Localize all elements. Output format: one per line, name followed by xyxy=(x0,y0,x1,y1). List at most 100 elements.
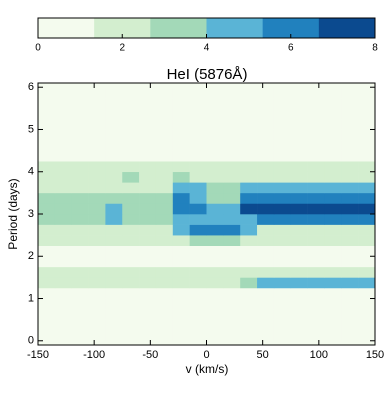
heatmap-cell xyxy=(223,97,241,109)
heatmap-cell xyxy=(54,277,72,289)
heatmap-cell xyxy=(189,161,207,173)
heatmap-cell xyxy=(206,108,224,120)
heatmap-cell xyxy=(290,319,308,331)
heatmap-cell xyxy=(139,277,157,289)
heatmap-cell xyxy=(341,192,359,204)
heatmap-cell xyxy=(341,150,359,162)
heatmap-cell xyxy=(307,140,325,151)
heatmap-cell xyxy=(105,287,123,299)
heatmap-cell xyxy=(172,235,190,246)
heatmap-cell xyxy=(273,129,292,141)
heatmap-cell xyxy=(341,140,359,151)
heatmap-cell xyxy=(122,150,140,162)
heatmap-cell xyxy=(155,150,174,162)
heatmap-cell xyxy=(155,87,174,99)
heatmap-cell xyxy=(105,150,123,162)
heatmap-cell xyxy=(223,277,241,289)
heatmap-cell xyxy=(341,87,359,99)
heatmap-cell xyxy=(341,171,359,183)
heatmap-cell xyxy=(290,161,308,173)
heatmap-cell xyxy=(122,214,140,225)
x-tick-label: -100 xyxy=(83,349,105,361)
heatmap-cell xyxy=(88,203,106,215)
heatmap-cell xyxy=(155,287,174,299)
heatmap-cell xyxy=(257,287,275,299)
heatmap-cell xyxy=(54,224,72,236)
heatmap-cell xyxy=(139,224,157,236)
heatmap-cell xyxy=(54,192,72,204)
heatmap-cell xyxy=(139,161,157,173)
heatmap-cell xyxy=(307,192,325,204)
heatmap-cell xyxy=(358,182,376,194)
heatmap-cell xyxy=(358,214,376,225)
heatmap-cell xyxy=(290,171,308,183)
heatmap-cell xyxy=(257,203,275,215)
heatmap-cell xyxy=(71,87,89,99)
heatmap-cell xyxy=(341,309,359,320)
heatmap-cell xyxy=(189,256,207,268)
heatmap-cell xyxy=(206,214,224,225)
heatmap-cell xyxy=(88,319,106,331)
heatmap-cell xyxy=(273,87,292,99)
heatmap-cell xyxy=(189,235,207,246)
heatmap-cell xyxy=(307,150,325,162)
heatmap-cell xyxy=(324,192,342,204)
heatmap-cell xyxy=(122,87,140,99)
heatmap-cell xyxy=(54,330,72,342)
heatmap-cell xyxy=(290,235,308,246)
heatmap-cell xyxy=(206,287,224,299)
heatmap-cell xyxy=(122,287,140,299)
heatmap-cell xyxy=(71,161,89,173)
heatmap-cell xyxy=(273,161,292,173)
heatmap-cell xyxy=(358,309,376,320)
heatmap-cell xyxy=(88,192,106,204)
x-tick-label: 50 xyxy=(257,349,269,361)
heatmap-cell xyxy=(88,87,106,99)
heatmap-cell xyxy=(54,171,72,183)
heatmap-cell xyxy=(71,150,89,162)
heatmap-cell xyxy=(324,129,342,141)
heatmap-cell xyxy=(358,235,376,246)
heatmap-cell xyxy=(257,256,275,268)
heatmap-cell xyxy=(189,277,207,289)
heatmap-cell xyxy=(341,97,359,109)
heatmap-cell xyxy=(341,277,359,289)
heatmap-cell xyxy=(358,287,376,299)
heatmap-cell xyxy=(122,108,140,120)
heatmap-cell xyxy=(240,224,258,236)
heatmap-cell xyxy=(189,108,207,120)
heatmap-cell xyxy=(88,277,106,289)
heatmap-cell xyxy=(290,192,308,204)
heatmap-cell xyxy=(122,319,140,331)
heatmap-cell xyxy=(290,182,308,194)
heatmap-cell xyxy=(341,118,359,130)
heatmap-cell xyxy=(223,129,241,141)
heatmap-cell xyxy=(122,171,140,183)
heatmap-cell xyxy=(71,287,89,299)
heatmap-cell xyxy=(273,118,292,130)
heatmap-cell xyxy=(71,129,89,141)
heatmap-cell xyxy=(71,118,89,130)
heatmap-cell xyxy=(341,214,359,225)
heatmap-cell xyxy=(189,140,207,151)
heatmap-cell xyxy=(155,171,174,183)
heatmap-cell xyxy=(155,203,174,215)
heatmap-cell xyxy=(223,266,241,278)
heatmap-cell xyxy=(358,161,376,173)
heatmap-cell xyxy=(273,266,292,278)
heatmap-cell xyxy=(257,277,275,289)
heatmap-cell xyxy=(54,235,72,246)
heatmap-cell xyxy=(206,277,224,289)
x-tick-label: -150 xyxy=(27,349,49,361)
heatmap-cell xyxy=(257,319,275,331)
heatmap-cell xyxy=(189,150,207,162)
heatmap-cell xyxy=(206,203,224,215)
heatmap-cell xyxy=(341,108,359,120)
heatmap-cell xyxy=(240,277,258,289)
heatmap-cell xyxy=(273,203,292,215)
heatmap-cell xyxy=(240,150,258,162)
heatmap-cell xyxy=(341,298,359,310)
heatmap-cell xyxy=(223,203,241,215)
y-tick-label: 2 xyxy=(28,250,34,262)
heatmap-cell xyxy=(155,97,174,109)
